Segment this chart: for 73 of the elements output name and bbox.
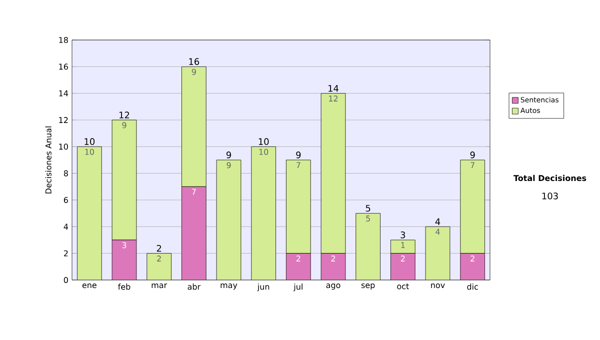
x-tick-label: oct (397, 284, 409, 290)
x-tick-label: mar (152, 284, 168, 288)
x-tick-label: may (220, 284, 238, 290)
bar (321, 253, 346, 280)
total-label: 3 (400, 231, 406, 238)
bar (460, 253, 485, 280)
data-label: 4 (436, 228, 440, 235)
x-tick-label: jul (294, 284, 302, 292)
bar (286, 160, 311, 254)
total-label: 9 (226, 151, 231, 158)
data-label: 7 (192, 188, 196, 195)
y-tick-label: 4 (64, 224, 68, 230)
x-tick-label: dic (467, 284, 478, 290)
total-label: 12 (120, 112, 130, 118)
data-label: 2 (400, 256, 405, 262)
y-tick-label: 10 (59, 144, 68, 150)
data-label: 2 (157, 256, 161, 262)
bar (146, 253, 172, 280)
data-label: 7 (296, 162, 300, 168)
data-label: 2 (296, 256, 300, 262)
data-label: 9 (192, 68, 196, 75)
y-tick-label: 8 (64, 170, 68, 176)
total-label: 5 (366, 204, 370, 212)
total-label: 4 (435, 218, 440, 225)
x-tick-label: ene (82, 284, 96, 288)
bar (320, 93, 346, 254)
total-label: 9 (470, 151, 475, 158)
bar (77, 146, 102, 280)
bar (112, 120, 137, 240)
bar (112, 240, 136, 280)
total-label: 10 (84, 138, 95, 145)
data-label: 1 (401, 242, 405, 248)
bar (216, 160, 241, 280)
data-label: 5 (366, 216, 370, 222)
data-label: 9 (122, 122, 126, 128)
y-tick-label: 18 (59, 36, 68, 44)
data-label: 9 (226, 162, 231, 168)
y-axis-title: Decisiones Anual (45, 126, 52, 194)
bar (182, 186, 206, 280)
data-label: 3 (122, 242, 126, 248)
total-label: 16 (189, 58, 200, 65)
bar (390, 240, 416, 254)
data-label: 2 (470, 256, 474, 262)
y-tick-label: 0 (64, 276, 68, 284)
bar (356, 213, 380, 280)
data-label: 10 (259, 148, 268, 155)
total-label: 9 (296, 151, 301, 158)
bar (251, 146, 276, 280)
data-label: 2 (331, 256, 335, 262)
data-label: 10 (85, 148, 94, 155)
x-tick-label: jun (257, 284, 270, 292)
text: 103 (542, 192, 558, 200)
data-label: 7 (470, 162, 474, 168)
y-tick-label: 14 (59, 90, 68, 96)
bar (390, 253, 416, 280)
x-tick-label: sep (361, 284, 375, 290)
bar (426, 226, 450, 280)
x-tick-label: ago (326, 284, 340, 290)
x-tick-label: feb (118, 284, 130, 290)
bar (286, 253, 311, 280)
total-label: 14 (328, 85, 338, 92)
y-tick-label: 6 (64, 196, 68, 204)
total-label: 2 (156, 244, 162, 252)
x-tick-label: nov (431, 284, 445, 288)
y-tick-label: 2 (64, 250, 68, 256)
y-tick-label: 16 (59, 64, 68, 70)
bar (460, 160, 485, 254)
x-tick-label: abr (188, 284, 201, 290)
data-label: 12 (329, 96, 338, 102)
y-tick-label: 12 (59, 117, 68, 123)
text: Total Decisiones (513, 174, 586, 182)
bar (182, 66, 206, 187)
total-label: 10 (258, 138, 269, 145)
